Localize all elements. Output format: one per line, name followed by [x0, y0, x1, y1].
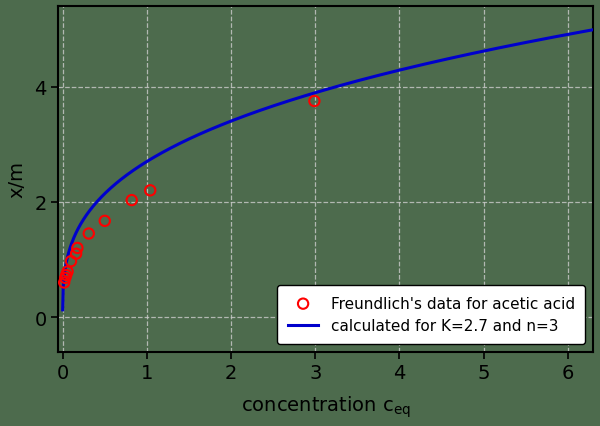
- Freundlich's data for acetic acid: [127, 197, 137, 204]
- Freundlich's data for acetic acid: [71, 250, 81, 257]
- Freundlich's data for acetic acid: [66, 258, 76, 265]
- calculated for K=2.7 and n=3: [113, 181, 121, 186]
- Freundlich's data for acetic acid: [310, 98, 319, 105]
- Freundlich's data for acetic acid: [61, 272, 71, 279]
- Freundlich's data for acetic acid: [84, 230, 94, 237]
- calculated for K=2.7 and n=3: [59, 308, 66, 313]
- Legend: Freundlich's data for acetic acid, calculated for K=2.7 and n=3: Freundlich's data for acetic acid, calcu…: [277, 285, 586, 344]
- X-axis label: concentration $\mathregular{c_{eq}}$: concentration $\mathregular{c_{eq}}$: [241, 394, 411, 419]
- Freundlich's data for acetic acid: [61, 275, 70, 282]
- Freundlich's data for acetic acid: [145, 187, 155, 194]
- calculated for K=2.7 and n=3: [293, 97, 300, 102]
- calculated for K=2.7 and n=3: [473, 51, 480, 56]
- Y-axis label: x/m: x/m: [7, 161, 26, 198]
- Line: calculated for K=2.7 and n=3: calculated for K=2.7 and n=3: [62, 31, 593, 310]
- Freundlich's data for acetic acid: [73, 245, 82, 252]
- Freundlich's data for acetic acid: [100, 218, 110, 225]
- calculated for K=2.7 and n=3: [482, 49, 490, 54]
- Freundlich's data for acetic acid: [63, 268, 73, 275]
- Freundlich's data for acetic acid: [59, 279, 69, 286]
- calculated for K=2.7 and n=3: [423, 62, 430, 67]
- calculated for K=2.7 and n=3: [589, 28, 596, 33]
- calculated for K=2.7 and n=3: [274, 103, 281, 108]
